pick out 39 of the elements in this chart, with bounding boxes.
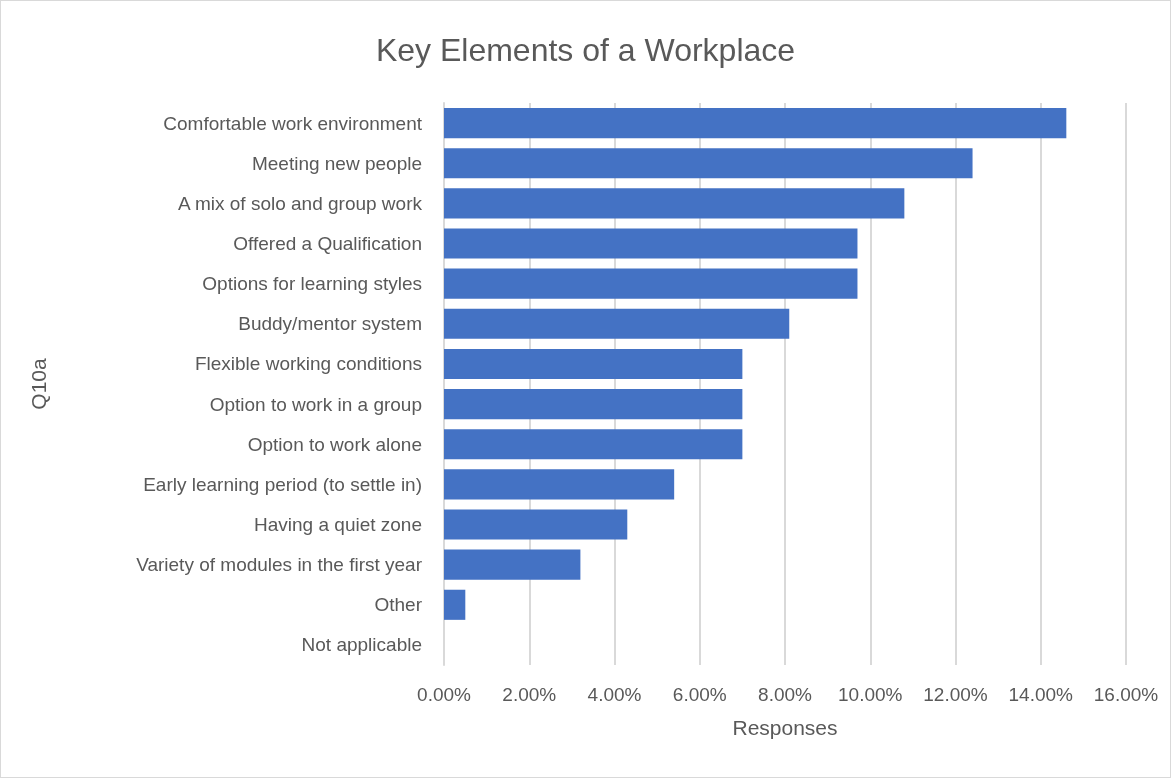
x-tick-label: 2.00% [502, 684, 557, 705]
y-axis-title: Q10a [27, 357, 50, 410]
y-tick-label: Option to work alone [247, 433, 422, 455]
y-tick-label: Option to work in a group [209, 393, 422, 415]
bar [444, 148, 973, 179]
x-tick-label: 0.00% [417, 684, 472, 705]
y-tick-label: Options for learning styles [202, 273, 422, 295]
x-tick-label: 12.00% [923, 684, 988, 705]
bar [444, 429, 743, 460]
x-tick-label: 6.00% [672, 684, 727, 705]
y-tick-label: A mix of solo and group work [178, 192, 423, 214]
bar [444, 188, 905, 219]
y-tick-label: Other [374, 594, 423, 616]
y-tick-label: Flexible working conditions [194, 353, 422, 375]
y-tick-label: Variety of modules in the first year [136, 554, 423, 576]
y-tick-label: Early learning period (to settle in) [143, 473, 422, 495]
y-tick-label: Having a quiet zone [254, 514, 422, 535]
bar [444, 469, 675, 500]
bar [444, 348, 743, 379]
bar [444, 509, 628, 540]
bar [444, 228, 858, 259]
bar [444, 589, 466, 620]
chart-title: Key Elements of a Workplace [375, 32, 796, 68]
y-tick-label: Comfortable work environment [163, 112, 423, 134]
x-tick-label: 14.00% [1008, 684, 1074, 705]
y-tick-label: Meeting new people [251, 152, 422, 174]
x-tick-label: 8.00% [758, 684, 813, 705]
y-tick-label: Offered a Qualification [233, 233, 422, 254]
bar [444, 108, 1067, 139]
y-tick-label: Buddy/mentor system [238, 313, 422, 335]
x-tick-label: 4.00% [587, 684, 642, 705]
bar [444, 308, 790, 339]
y-tick-label: Not applicable [301, 634, 422, 656]
bar [444, 268, 858, 299]
x-tick-label: 10.00% [838, 684, 903, 705]
x-axis-title: Responses [732, 716, 838, 739]
bar [444, 389, 743, 420]
x-tick-label: 16.00% [1093, 684, 1159, 705]
bar [444, 549, 581, 580]
